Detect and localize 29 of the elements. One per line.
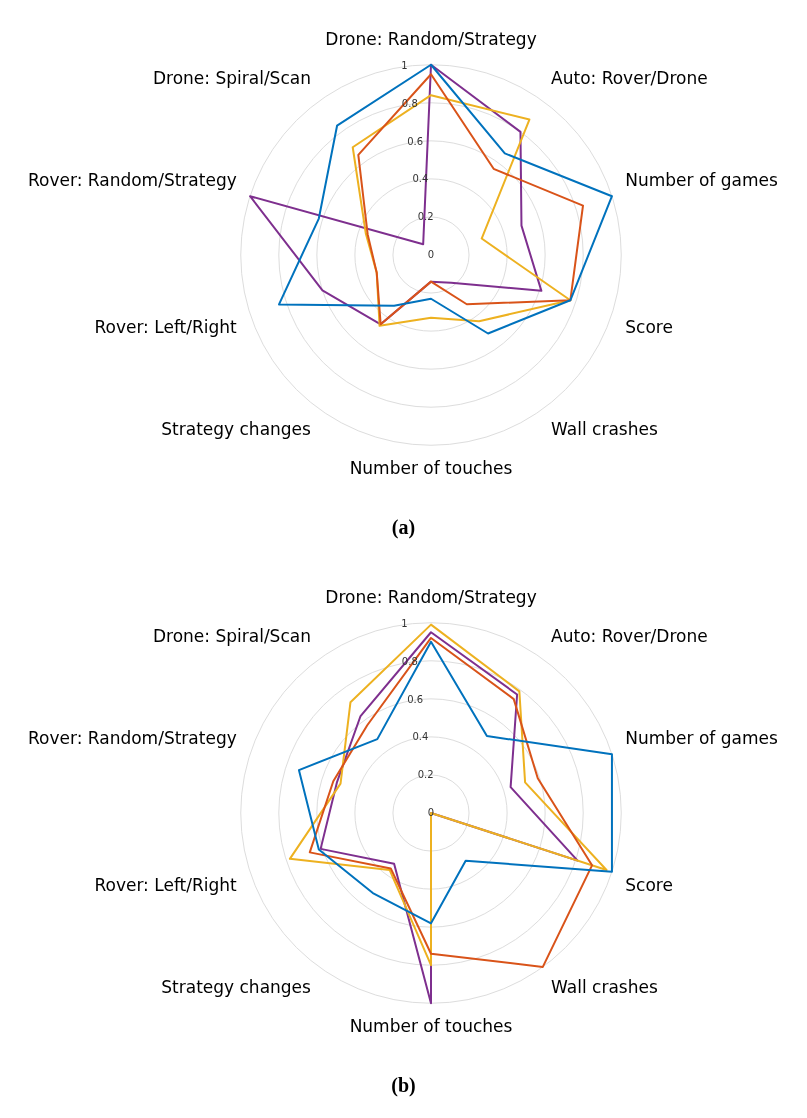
y-tick-label: 1 (401, 60, 408, 72)
y-tick-label: 0.6 (407, 135, 424, 147)
y-tick-label: 1 (401, 618, 408, 630)
text: (a) (390, 515, 417, 541)
y-tick-label: 0.4 (412, 731, 429, 743)
spoke-label: Number of touches (349, 1015, 513, 1036)
spoke-label: Score (625, 874, 673, 895)
spoke-label: Rover: Random/Strategy (27, 728, 237, 749)
spoke-label: Number of games (625, 728, 778, 749)
spoke-label: Score (625, 316, 673, 337)
spoke-label: Number of games (625, 170, 778, 191)
spoke-label: Number of touches (349, 457, 513, 478)
spoke-label: Rover: Left/Right (94, 316, 238, 337)
spoke-label: Auto: Rover/Drone (551, 625, 708, 646)
spoke-label: Auto: Rover/Drone (551, 67, 708, 88)
spoke-label: Drone: Random/Strategy (325, 28, 537, 49)
y-tick-label: 0.2 (417, 768, 434, 780)
spoke-label: Strategy changes (161, 418, 312, 439)
spoke-label: Wall crashes (551, 976, 658, 997)
spoke-label: Rover: Left/Right (94, 874, 238, 895)
spoke-label: Strategy changes (161, 976, 312, 997)
spoke-label: Wall crashes (551, 418, 658, 439)
y-tick-label: 0.6 (407, 693, 424, 705)
spoke-label: Drone: Spiral/Scan (152, 625, 311, 646)
spoke-label: Drone: Random/Strategy (325, 586, 537, 607)
text: (b) (390, 1073, 417, 1098)
y-tick-label: 0 (427, 248, 435, 260)
spoke-label: Rover: Random/Strategy (27, 170, 237, 191)
spoke-label: Drone: Spiral/Scan (152, 67, 311, 88)
